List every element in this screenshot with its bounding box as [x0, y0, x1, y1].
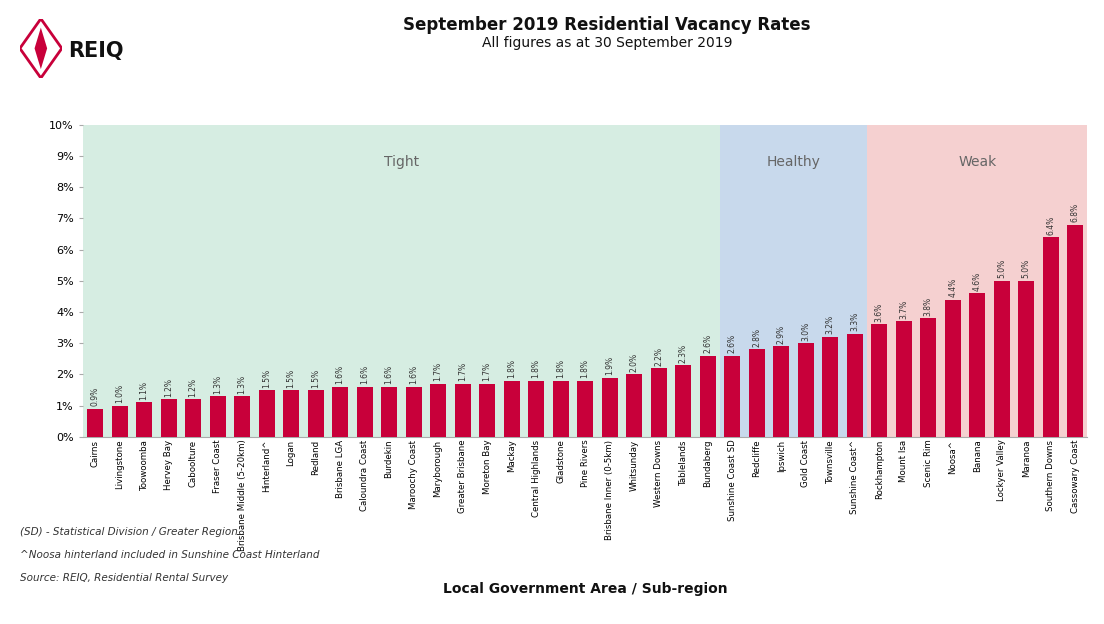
Bar: [626, 374, 643, 437]
Bar: [847, 334, 862, 437]
Bar: [405, 387, 422, 437]
Bar: [160, 399, 177, 437]
Bar: [676, 365, 691, 437]
Bar: [650, 368, 667, 437]
Text: All figures as at 30 September 2019: All figures as at 30 September 2019: [482, 36, 732, 50]
Text: 1.8%: 1.8%: [507, 359, 516, 378]
Text: 3.0%: 3.0%: [802, 321, 810, 341]
Bar: [969, 293, 985, 437]
Text: 1.9%: 1.9%: [605, 356, 614, 375]
Text: 3.7%: 3.7%: [899, 300, 909, 319]
Bar: [112, 406, 128, 437]
Text: 1.8%: 1.8%: [556, 359, 565, 378]
Text: 1.5%: 1.5%: [262, 368, 272, 388]
Text: 1.1%: 1.1%: [139, 381, 149, 400]
Text: 1.6%: 1.6%: [410, 365, 418, 384]
Text: 1.7%: 1.7%: [434, 362, 443, 381]
Bar: [1042, 237, 1059, 437]
Text: 2.0%: 2.0%: [629, 353, 638, 372]
Text: September 2019 Residential Vacancy Rates: September 2019 Residential Vacancy Rates: [403, 16, 811, 34]
Text: 5.0%: 5.0%: [997, 259, 1006, 278]
Bar: [87, 409, 103, 437]
Bar: [283, 390, 299, 437]
Bar: [822, 337, 838, 437]
Bar: [867, 125, 1087, 437]
Text: 2.9%: 2.9%: [776, 324, 786, 344]
Bar: [455, 384, 470, 437]
Text: 1.3%: 1.3%: [213, 374, 222, 394]
Text: 5.0%: 5.0%: [1021, 259, 1031, 278]
Text: 6.8%: 6.8%: [1071, 203, 1080, 222]
Bar: [234, 396, 250, 437]
Text: 1.5%: 1.5%: [287, 368, 296, 388]
Bar: [258, 390, 275, 437]
Text: Source: REIQ, Residential Rental Survey: Source: REIQ, Residential Rental Survey: [20, 573, 229, 583]
Bar: [1068, 225, 1083, 437]
Bar: [921, 318, 936, 437]
Bar: [308, 390, 323, 437]
Bar: [577, 381, 593, 437]
Text: 2.6%: 2.6%: [728, 334, 736, 353]
Bar: [136, 402, 152, 437]
Text: 3.2%: 3.2%: [826, 315, 835, 334]
Bar: [357, 387, 372, 437]
Bar: [210, 396, 225, 437]
Bar: [332, 387, 348, 437]
Text: Local Government Area / Sub-region: Local Government Area / Sub-region: [443, 582, 728, 596]
Bar: [945, 300, 960, 437]
Text: 0.9%: 0.9%: [91, 387, 99, 406]
Bar: [431, 384, 446, 437]
Bar: [381, 387, 397, 437]
Polygon shape: [34, 27, 47, 69]
Bar: [602, 378, 617, 437]
Text: 1.7%: 1.7%: [482, 362, 491, 381]
Bar: [871, 324, 888, 437]
Text: (SD) - Statistical Division / Greater Region: (SD) - Statistical Division / Greater Re…: [20, 527, 237, 537]
Text: Weak: Weak: [958, 155, 996, 169]
Text: 3.3%: 3.3%: [850, 312, 859, 331]
Text: 4.4%: 4.4%: [948, 278, 957, 297]
Text: 2.8%: 2.8%: [752, 328, 761, 347]
Text: 2.2%: 2.2%: [655, 347, 664, 366]
Bar: [773, 346, 789, 437]
Text: 1.0%: 1.0%: [115, 384, 124, 403]
Text: ^Noosa hinterland included in Sunshine Coast Hinterland: ^Noosa hinterland included in Sunshine C…: [20, 550, 319, 560]
Bar: [724, 356, 740, 437]
Bar: [720, 125, 867, 437]
Text: 3.8%: 3.8%: [924, 296, 933, 316]
Text: 2.6%: 2.6%: [703, 334, 712, 353]
Bar: [479, 384, 495, 437]
Text: 1.6%: 1.6%: [360, 365, 369, 384]
Text: 1.8%: 1.8%: [581, 359, 590, 378]
Text: 1.2%: 1.2%: [164, 378, 173, 397]
Text: 1.2%: 1.2%: [189, 378, 198, 397]
Bar: [1018, 281, 1034, 437]
Text: 2.3%: 2.3%: [679, 343, 688, 363]
Bar: [798, 343, 814, 437]
Bar: [503, 381, 520, 437]
Bar: [895, 321, 912, 437]
Text: Healthy: Healthy: [766, 155, 820, 169]
Bar: [994, 281, 1010, 437]
Text: 1.7%: 1.7%: [458, 362, 467, 381]
Text: 1.6%: 1.6%: [336, 365, 344, 384]
Bar: [528, 381, 544, 437]
Text: 1.6%: 1.6%: [384, 365, 394, 384]
Text: 1.5%: 1.5%: [311, 368, 320, 388]
Text: 1.8%: 1.8%: [532, 359, 541, 378]
Bar: [185, 399, 201, 437]
Text: 1.3%: 1.3%: [237, 374, 246, 394]
Bar: [700, 356, 715, 437]
Bar: [83, 125, 720, 437]
Text: REIQ: REIQ: [68, 41, 124, 61]
Text: Tight: Tight: [384, 155, 418, 169]
Text: 4.6%: 4.6%: [973, 271, 981, 291]
Text: 3.6%: 3.6%: [874, 303, 883, 322]
Bar: [749, 349, 765, 437]
Bar: [553, 381, 569, 437]
Text: 6.4%: 6.4%: [1047, 215, 1055, 235]
